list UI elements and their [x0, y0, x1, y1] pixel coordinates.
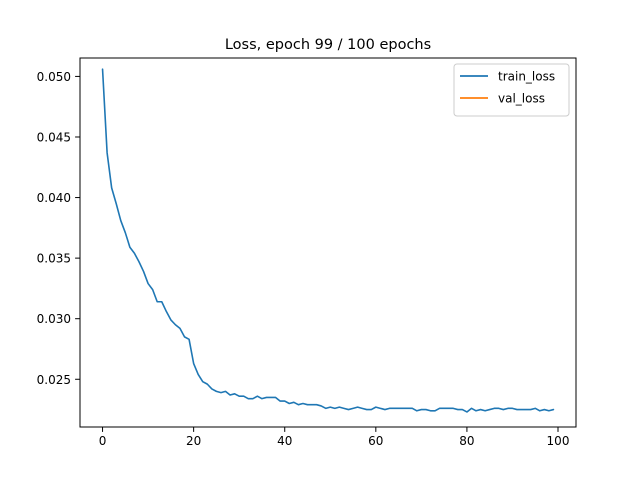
legend-label-train-loss: train_loss: [498, 70, 555, 84]
y-axis: 0.025 0.030 0.035 0.040 0.045 0.050: [37, 70, 80, 387]
plot-frame: [79, 57, 577, 428]
x-tick-label: 20: [186, 434, 201, 448]
x-tick-label: 80: [459, 434, 474, 448]
y-tick-label: 0.045: [37, 130, 71, 144]
chart-title: Loss, epoch 99 / 100 epochs: [225, 37, 431, 53]
series-lines: [101, 68, 555, 413]
series-line-train-loss: [101, 68, 555, 413]
legend-box: [453, 63, 570, 117]
y-tick-label: 0.025: [37, 373, 71, 387]
legend-label-val-loss: val_loss: [498, 92, 545, 106]
y-tick-label: 0.040: [37, 191, 71, 205]
x-tick-label: 60: [368, 434, 383, 448]
x-tick-label: 40: [277, 434, 292, 448]
x-tick-label: 0: [99, 434, 107, 448]
y-tick-label: 0.035: [37, 252, 71, 266]
x-tick-label: 100: [547, 434, 570, 448]
y-tick-label: 0.050: [37, 70, 71, 84]
y-tick-label: 0.030: [37, 312, 71, 326]
x-axis: 0 20 40 60 80 100: [99, 427, 570, 448]
legend: train_loss val_loss: [453, 63, 570, 117]
